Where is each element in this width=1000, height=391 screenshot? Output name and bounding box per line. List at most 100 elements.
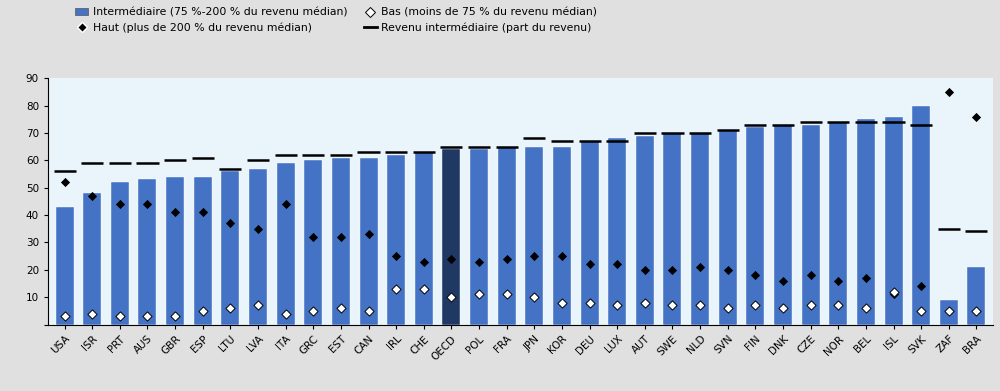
Point xyxy=(195,308,211,314)
Bar xyxy=(885,117,903,325)
Point xyxy=(499,291,515,298)
Bar xyxy=(746,127,764,325)
Point xyxy=(167,313,183,319)
Bar xyxy=(636,136,654,325)
Point xyxy=(941,89,957,95)
Point xyxy=(388,253,404,259)
Point xyxy=(775,278,791,284)
Bar xyxy=(249,169,267,325)
Point xyxy=(913,308,929,314)
Point xyxy=(858,275,874,281)
Point xyxy=(333,305,349,311)
Bar xyxy=(387,155,405,325)
Bar xyxy=(829,122,847,325)
Point xyxy=(886,291,902,298)
Bar xyxy=(608,138,626,325)
Bar xyxy=(663,133,681,325)
Bar xyxy=(360,158,378,325)
Point xyxy=(443,294,459,300)
Point xyxy=(278,201,294,207)
Point xyxy=(775,305,791,311)
Point xyxy=(747,272,763,278)
Point xyxy=(139,313,155,319)
Point xyxy=(720,305,736,311)
Point xyxy=(830,278,846,284)
Point xyxy=(361,308,377,314)
Bar xyxy=(967,267,985,325)
Point xyxy=(388,286,404,292)
Bar xyxy=(166,177,184,325)
Point xyxy=(139,201,155,207)
Bar xyxy=(56,207,74,325)
Point xyxy=(747,302,763,308)
Bar xyxy=(470,149,488,325)
Point xyxy=(84,310,100,317)
Point xyxy=(333,234,349,240)
Bar xyxy=(442,149,460,325)
Point xyxy=(858,305,874,311)
Point xyxy=(637,267,653,273)
Point xyxy=(471,291,487,298)
Point xyxy=(664,267,680,273)
Point xyxy=(278,310,294,317)
Point xyxy=(57,179,73,185)
Point xyxy=(803,272,819,278)
Bar xyxy=(525,147,543,325)
Point xyxy=(250,226,266,232)
Point xyxy=(112,201,128,207)
Point xyxy=(913,283,929,289)
Point xyxy=(692,302,708,308)
Point xyxy=(554,253,570,259)
Point xyxy=(112,313,128,319)
Bar xyxy=(940,300,958,325)
Point xyxy=(57,313,73,319)
Point xyxy=(664,302,680,308)
Point xyxy=(305,234,321,240)
Point xyxy=(195,209,211,215)
Point xyxy=(582,261,598,267)
Bar xyxy=(277,163,295,325)
Point xyxy=(720,267,736,273)
Bar xyxy=(194,177,212,325)
Bar xyxy=(581,141,599,325)
Bar xyxy=(912,106,930,325)
Point xyxy=(443,256,459,262)
Point xyxy=(941,308,957,314)
Bar xyxy=(802,125,820,325)
Point xyxy=(968,308,984,314)
Point xyxy=(167,209,183,215)
Bar xyxy=(221,171,239,325)
Point xyxy=(471,258,487,265)
Point xyxy=(692,264,708,270)
Point xyxy=(886,289,902,295)
Point xyxy=(222,305,238,311)
Point xyxy=(499,256,515,262)
Point xyxy=(84,193,100,199)
Point xyxy=(830,302,846,308)
Bar xyxy=(719,130,737,325)
Point xyxy=(609,261,625,267)
Point xyxy=(526,253,542,259)
Point xyxy=(582,300,598,306)
Point xyxy=(416,258,432,265)
Bar xyxy=(111,182,129,325)
Legend: Intermédiaire (75 %-200 % du revenu médian), Haut (plus de 200 % du revenu média: Intermédiaire (75 %-200 % du revenu médi… xyxy=(75,7,597,33)
Bar xyxy=(691,133,709,325)
Point xyxy=(416,286,432,292)
Bar xyxy=(857,119,875,325)
Point xyxy=(803,302,819,308)
Point xyxy=(222,220,238,226)
Point xyxy=(305,308,321,314)
Point xyxy=(250,302,266,308)
Bar xyxy=(304,160,322,325)
Point xyxy=(554,300,570,306)
Bar xyxy=(332,158,350,325)
Bar xyxy=(553,147,571,325)
Point xyxy=(526,294,542,300)
Bar xyxy=(774,125,792,325)
Point xyxy=(637,300,653,306)
Point xyxy=(968,113,984,120)
Bar xyxy=(83,193,101,325)
Bar xyxy=(415,152,433,325)
Bar xyxy=(138,179,156,325)
